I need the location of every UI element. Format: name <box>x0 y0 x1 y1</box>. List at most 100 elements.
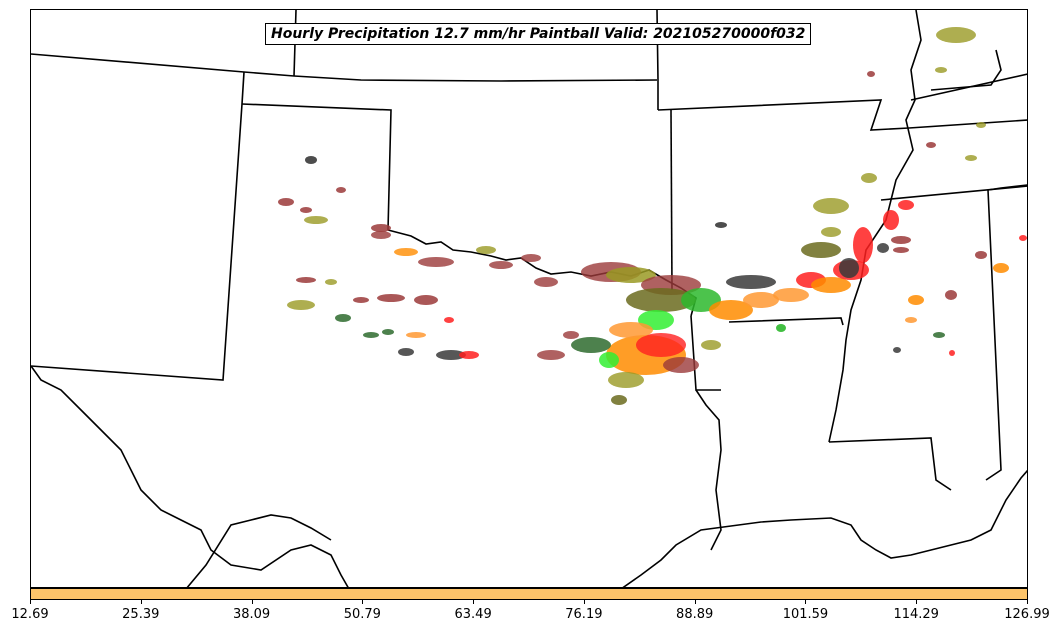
precip-blob <box>936 27 976 43</box>
precip-blob <box>773 288 809 302</box>
gulf-coast <box>622 469 1027 587</box>
colorbar <box>30 588 1028 600</box>
precip-blob <box>534 277 558 287</box>
precip-blob <box>537 350 565 360</box>
il-line <box>930 49 1002 91</box>
precip-blob <box>304 216 328 224</box>
precip-blob <box>715 222 727 228</box>
precip-blob <box>296 277 316 283</box>
ms-al-border <box>828 437 952 491</box>
precip-blob <box>305 156 317 164</box>
precip-blob <box>811 277 851 293</box>
precip-blob <box>609 322 653 338</box>
colorbar-tick-label: 38.09 <box>232 607 271 622</box>
ar-la-border <box>690 315 721 391</box>
precip-blob <box>776 324 786 332</box>
precip-blob <box>626 288 696 312</box>
colorbar-tick-label: 50.79 <box>343 607 381 622</box>
map-title: Hourly Precipitation 12.7 mm/hr Paintbal… <box>265 23 812 45</box>
precip-blob <box>353 297 369 303</box>
precip-blob <box>459 351 479 359</box>
precip-blob <box>611 395 627 405</box>
precip-blob <box>571 337 611 353</box>
precip-blob <box>926 142 936 148</box>
precip-blob <box>883 210 899 230</box>
precip-blob <box>371 224 391 232</box>
colorbar-tick <box>30 600 31 604</box>
colorbar-tick <box>694 600 696 604</box>
precip-blob <box>521 254 541 262</box>
nm-tx-border <box>31 103 243 381</box>
precip-blob <box>861 173 877 183</box>
ne-co-border <box>241 71 245 105</box>
precip-blob <box>287 300 315 310</box>
precip-blob <box>599 352 619 368</box>
precip-blob <box>371 231 391 239</box>
ok-ks-border <box>657 99 910 131</box>
colorbar-tick <box>583 600 585 604</box>
ms-al-vertical <box>985 189 1002 481</box>
precip-blob <box>839 258 859 278</box>
precip-blob <box>636 333 686 357</box>
colorbar-tick-label: 63.49 <box>454 607 492 622</box>
precip-blob <box>1019 235 1027 241</box>
precip-blob <box>949 350 955 356</box>
rio-grande <box>31 365 349 587</box>
precip-blob <box>853 227 873 263</box>
precip-blob <box>398 348 414 356</box>
precip-blob <box>336 187 346 193</box>
map-panel: Hourly Precipitation 12.7 mm/hr Paintbal… <box>30 9 1028 588</box>
precip-blob <box>965 155 977 161</box>
precip-blob <box>801 242 841 258</box>
tx-la-border <box>695 389 722 551</box>
ar-mo-border <box>728 317 844 326</box>
colorbar-tick <box>805 600 807 604</box>
precip-blob <box>489 261 513 269</box>
precip-blob <box>976 122 986 128</box>
precip-blob <box>893 347 901 353</box>
colorbar-tick <box>916 600 918 604</box>
colorbar-tick-label: 88.89 <box>676 607 714 622</box>
precip-blob <box>867 71 875 77</box>
precip-blob <box>933 332 945 338</box>
mex-border <box>186 514 332 587</box>
precip-blob <box>563 331 579 339</box>
colorbar-tick <box>362 600 364 604</box>
colorbar-tick-label: 76.19 <box>565 607 603 622</box>
precip-blob <box>444 317 454 323</box>
precip-blob <box>821 227 841 237</box>
colorbar-tick-label: 114.29 <box>893 607 939 622</box>
colorbar-tick <box>140 600 142 604</box>
precip-blob <box>418 257 454 267</box>
precip-blob <box>813 198 849 214</box>
precip-blob <box>663 357 699 373</box>
colorbar-tick-label: 12.69 <box>11 607 49 622</box>
precip-blob <box>394 248 418 256</box>
ok-ar-border <box>670 109 673 291</box>
colorbar-tick <box>1027 600 1028 604</box>
state-borders <box>31 10 1027 587</box>
precip-blob <box>945 290 957 300</box>
colorbar-tick <box>251 600 253 604</box>
colorbar-tick <box>473 600 475 604</box>
precip-blob <box>743 292 779 308</box>
tn-border <box>908 119 1027 129</box>
precip-blob <box>726 275 776 289</box>
ne-ks-border <box>31 53 658 82</box>
precip-blob <box>709 300 753 320</box>
nm-co-border <box>241 103 392 231</box>
precip-blob <box>476 246 496 254</box>
precip-blob <box>908 295 924 305</box>
precip-blob <box>608 372 644 388</box>
colorbar-tick-label: 25.39 <box>122 607 160 622</box>
precip-blob <box>701 340 721 350</box>
precip-blob <box>414 295 438 305</box>
precip-blob <box>278 198 294 206</box>
al-ga <box>987 184 1027 191</box>
precip-blob <box>893 247 909 253</box>
precip-blob <box>406 332 426 338</box>
precip-blob <box>377 294 405 302</box>
precip-blob <box>436 350 466 360</box>
precip-blob <box>891 236 911 244</box>
precip-blob <box>898 200 914 210</box>
